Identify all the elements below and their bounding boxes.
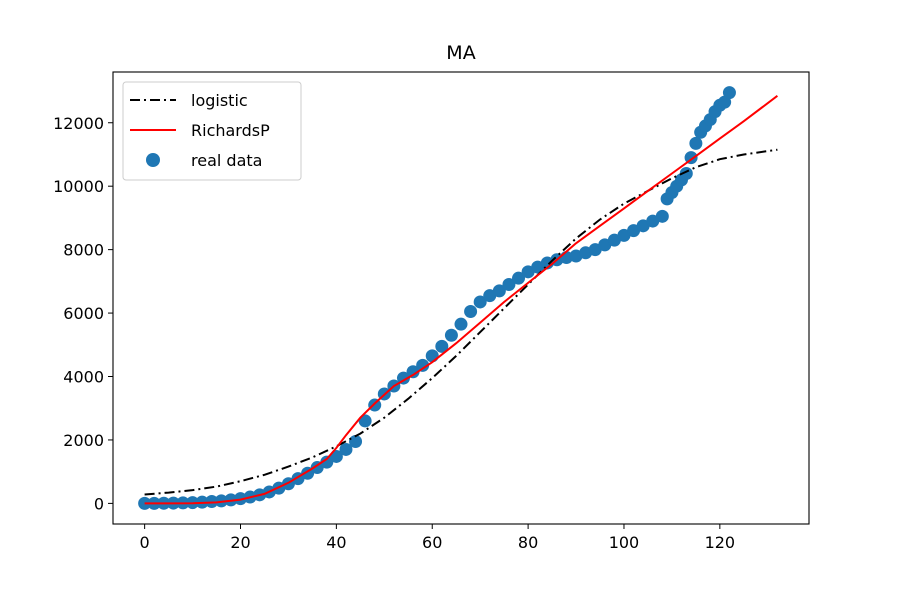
legend-logistic-label: logistic — [191, 91, 248, 110]
data-point — [502, 278, 516, 292]
data-point — [617, 228, 631, 242]
legend-real-data-label: real data — [191, 151, 262, 170]
data-point — [425, 349, 439, 363]
series-layer — [138, 86, 779, 510]
data-point — [521, 265, 535, 279]
y-tick-label: 4000 — [63, 368, 104, 387]
y-tick-label: 10000 — [53, 177, 104, 196]
x-tick-label: 0 — [140, 533, 150, 552]
y-tick-label: 2000 — [63, 431, 104, 450]
data-point — [349, 435, 363, 449]
legend-box — [122, 81, 302, 181]
data-point — [464, 304, 478, 318]
data-point — [722, 86, 736, 100]
chart-title: MA — [446, 42, 475, 64]
data-point — [416, 358, 430, 372]
y-tick-label: 0 — [94, 494, 104, 513]
data-point — [588, 243, 602, 257]
data-point — [607, 233, 621, 247]
legend: logistic RichardsP real data — [122, 81, 302, 181]
y-axis: 0 2000 4000 6000 8000 10000 12000 — [53, 114, 113, 513]
y-tick-label: 6000 — [63, 304, 104, 323]
data-point — [679, 167, 693, 181]
data-point — [444, 328, 458, 342]
x-tick-label: 80 — [518, 533, 538, 552]
legend-richards-label: RichardsP — [191, 121, 270, 140]
data-point — [435, 339, 449, 353]
data-point — [492, 284, 506, 298]
legend-real-data-swatch — [146, 153, 160, 167]
richards-line — [144, 95, 779, 505]
data-point — [454, 317, 468, 331]
x-tick-label: 20 — [230, 533, 250, 552]
x-tick-label: 40 — [326, 533, 346, 552]
data-point — [512, 271, 526, 285]
data-point — [627, 224, 641, 238]
data-point — [636, 219, 650, 233]
y-tick-label: 12000 — [53, 114, 104, 133]
data-point — [358, 414, 372, 428]
data-point — [598, 238, 612, 252]
x-tick-label: 60 — [422, 533, 442, 552]
data-point — [339, 442, 353, 456]
x-axis: 0 20 40 60 80 100 120 — [140, 524, 736, 552]
data-point — [473, 295, 487, 309]
x-tick-label: 120 — [705, 533, 736, 552]
x-tick-label: 100 — [609, 533, 640, 552]
data-point — [689, 136, 703, 150]
y-tick-label: 8000 — [63, 241, 104, 260]
logistic-line — [144, 148, 778, 496]
data-point — [646, 214, 660, 228]
data-point — [406, 365, 420, 379]
data-point — [655, 209, 669, 223]
axes-border — [112, 71, 810, 525]
data-point — [483, 289, 497, 303]
data-point — [320, 455, 334, 469]
data-point — [205, 494, 219, 508]
